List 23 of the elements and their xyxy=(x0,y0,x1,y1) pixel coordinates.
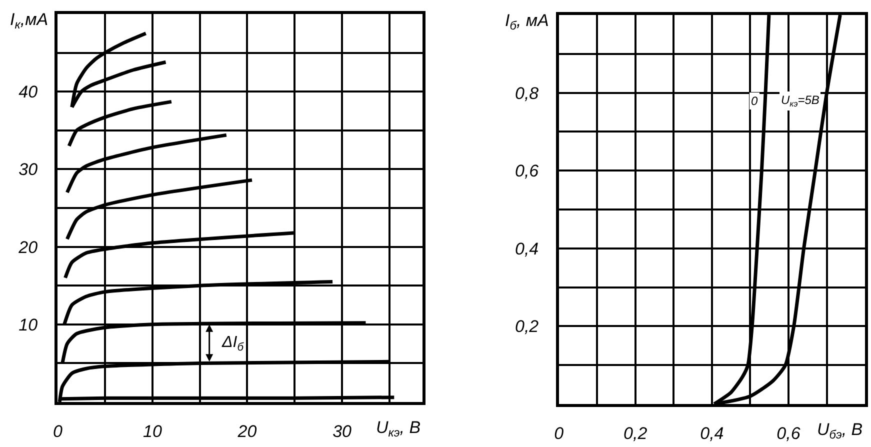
y-tick-label: 30 xyxy=(18,160,38,180)
y-tick-label: 20 xyxy=(18,238,38,257)
annotation: 0 xyxy=(751,94,758,108)
y-tick-label: 0,4 xyxy=(515,239,539,258)
x-tick-label: 0,2 xyxy=(624,424,648,444)
x-tick-label: 0 xyxy=(52,422,63,442)
y-tick-label: 40 xyxy=(18,82,38,102)
x-axis-title: U$_{бэ}$, В xyxy=(817,420,863,442)
y-tick-label: 0,8 xyxy=(515,84,540,103)
x-tick-label: 20 xyxy=(236,422,258,442)
y-axis-title: I$_{к}$,мА xyxy=(10,10,48,32)
annotation: ΔI$_{б}$ xyxy=(221,334,244,354)
x-tick-label: 0 xyxy=(554,424,564,444)
x-tick-label: 0,4 xyxy=(700,424,724,444)
x-axis-title: U$_{кэ}$, В xyxy=(376,418,421,440)
x-tick-label: 30 xyxy=(332,422,352,442)
x-tick-label: 0,6 xyxy=(776,424,801,444)
y-tick-label: 0,2 xyxy=(515,317,540,336)
y-axis-title: I$_{б}$, мА xyxy=(505,11,549,33)
x-tick-label: 10 xyxy=(143,422,162,442)
y-tick-label: 0,6 xyxy=(515,162,540,181)
annotation: U$_{кэ}$=5В xyxy=(781,93,820,109)
y-tick-label: 10 xyxy=(18,315,38,334)
